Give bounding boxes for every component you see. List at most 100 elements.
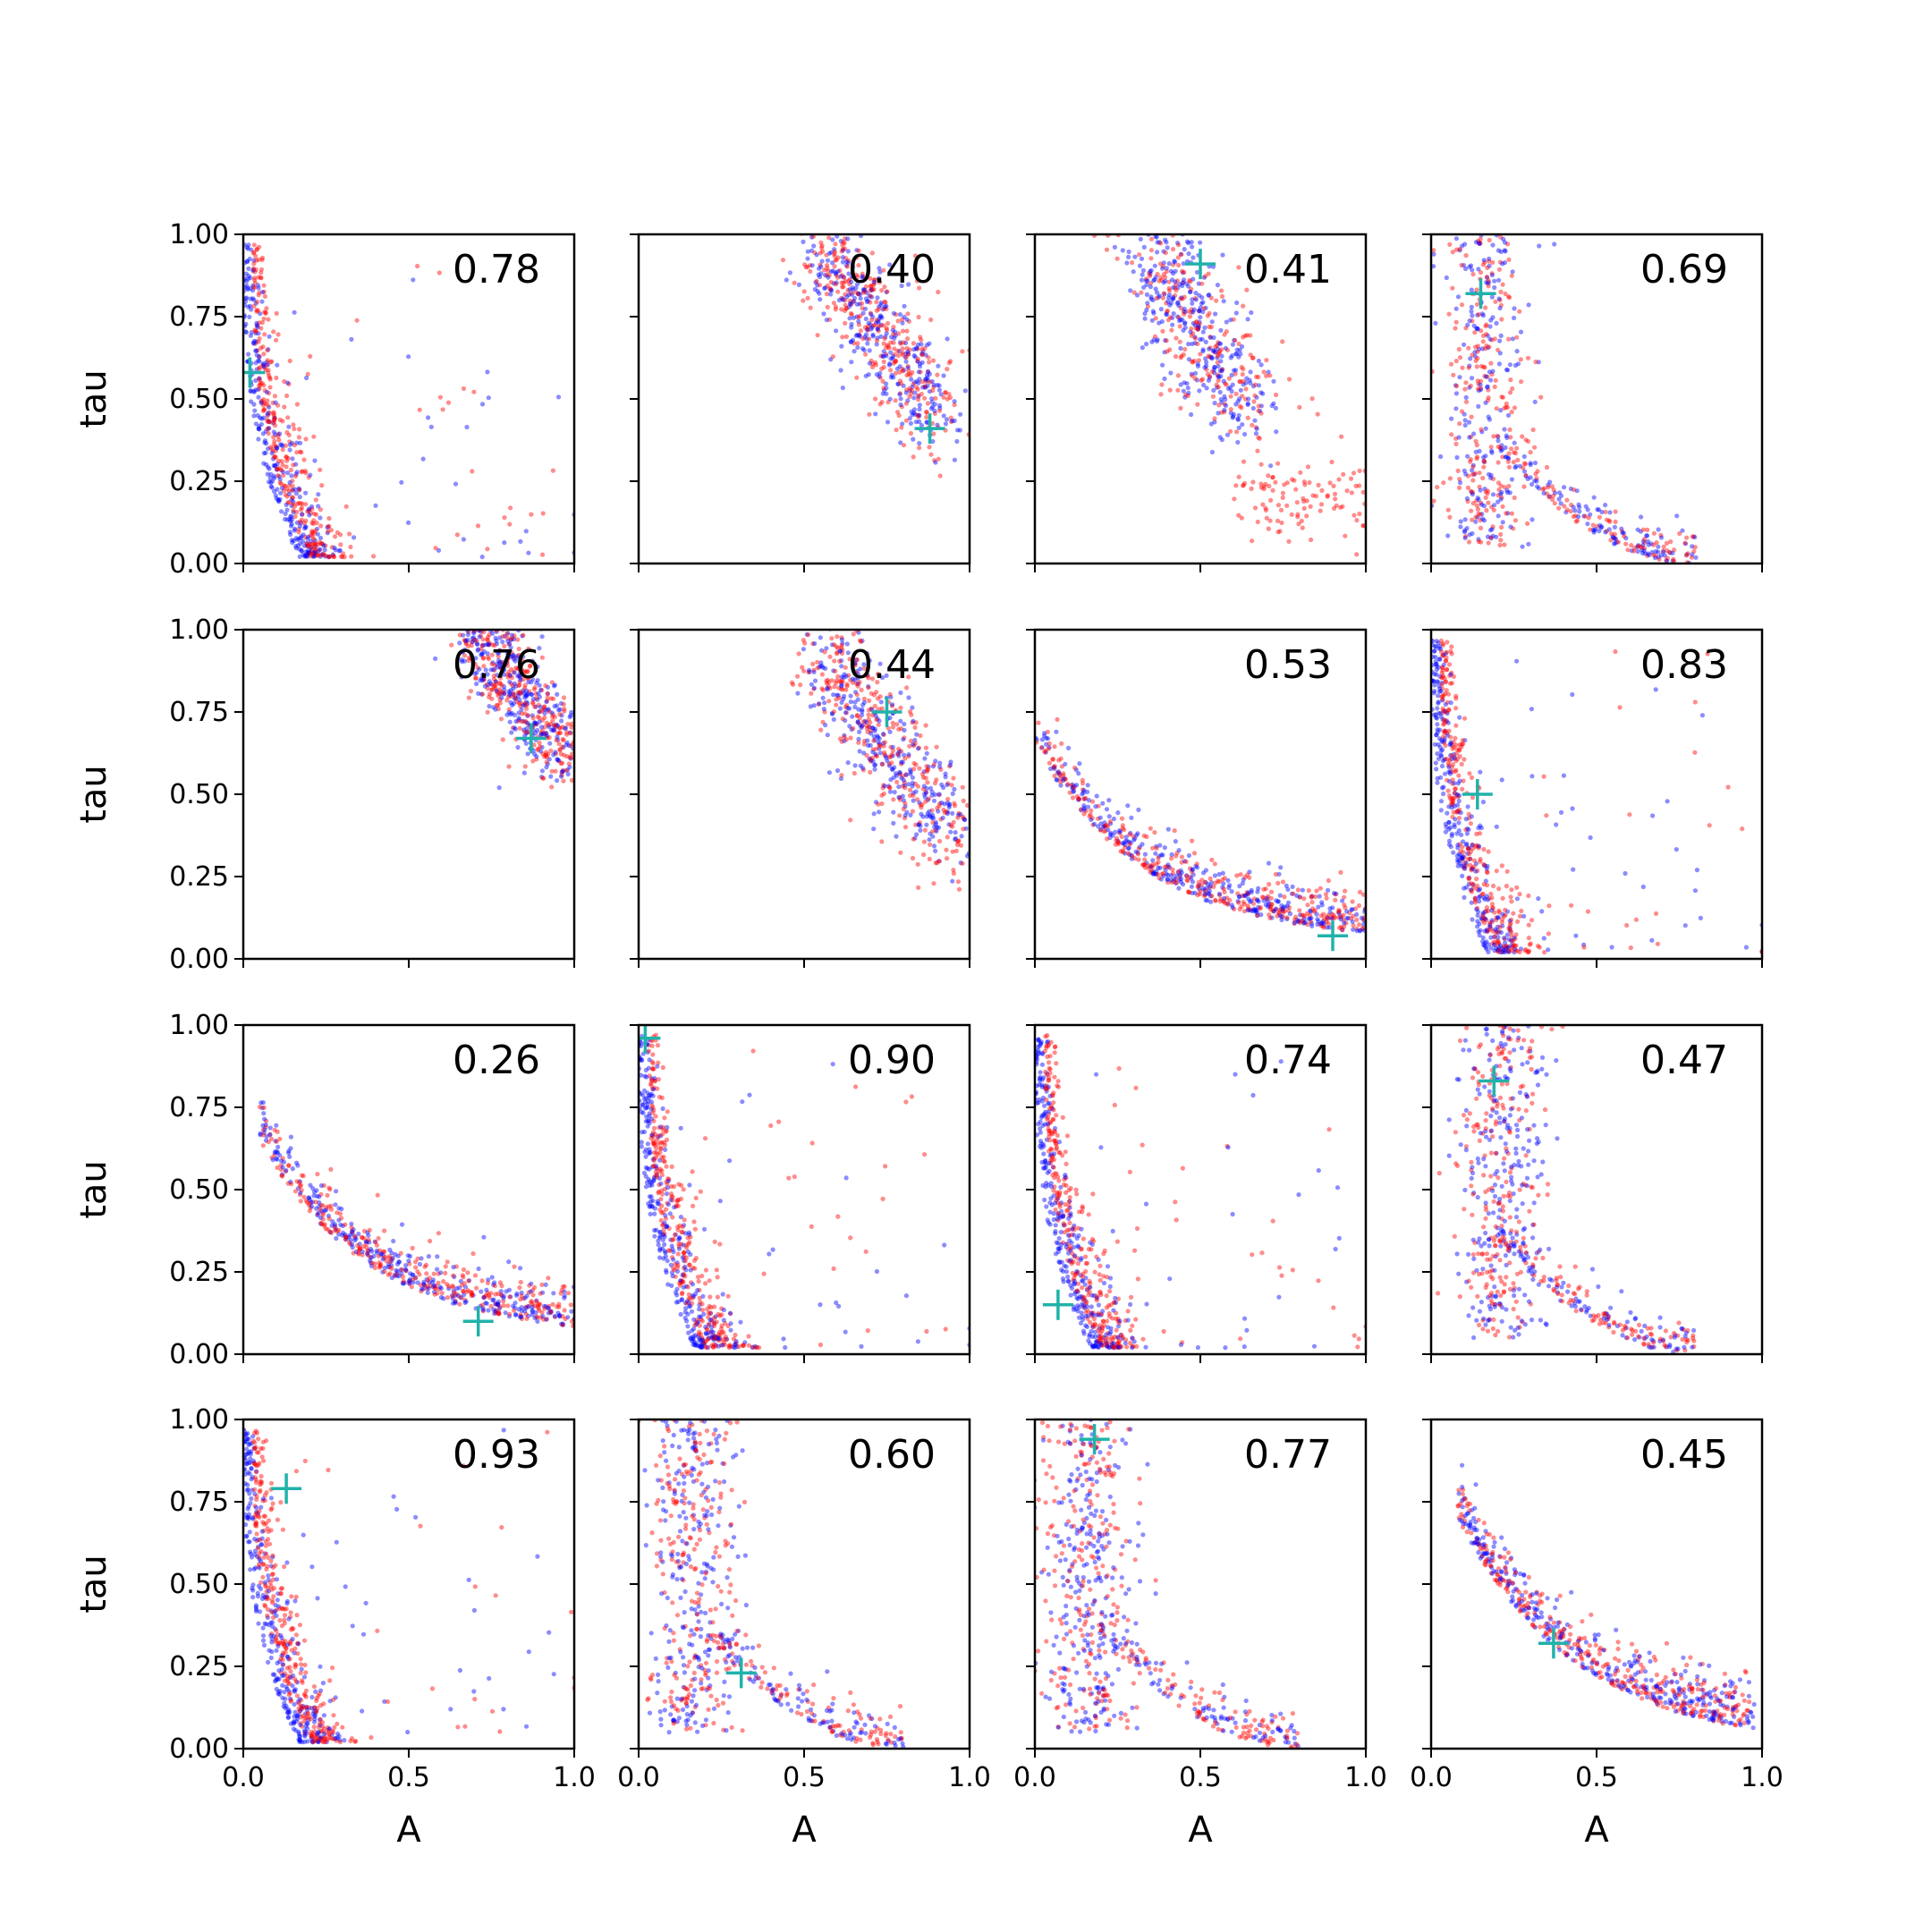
point-blue bbox=[513, 683, 519, 689]
point-red bbox=[304, 540, 309, 547]
point-red bbox=[517, 725, 522, 731]
point-blue bbox=[1507, 925, 1513, 931]
point-red bbox=[1190, 373, 1195, 378]
point-blue bbox=[870, 334, 876, 339]
point-red bbox=[1239, 903, 1244, 910]
point-blue bbox=[1228, 411, 1233, 416]
point-red bbox=[1117, 830, 1123, 836]
point-red bbox=[974, 757, 979, 761]
point-red bbox=[1167, 315, 1174, 320]
point-red bbox=[475, 665, 480, 671]
point-red bbox=[1459, 262, 1464, 268]
point-red bbox=[1495, 433, 1500, 438]
point-blue bbox=[902, 727, 907, 733]
point-blue bbox=[1107, 835, 1113, 841]
point-blue bbox=[1170, 296, 1175, 302]
point-red bbox=[1251, 896, 1258, 902]
point-blue bbox=[857, 334, 862, 339]
point-red bbox=[1494, 915, 1499, 920]
point-red bbox=[1241, 378, 1246, 384]
point-blue bbox=[847, 316, 852, 321]
point-blue bbox=[276, 474, 282, 479]
point-blue bbox=[303, 490, 309, 496]
point-red bbox=[1227, 428, 1233, 434]
point-blue bbox=[1541, 490, 1546, 496]
point-red bbox=[1671, 556, 1676, 562]
point-blue bbox=[459, 674, 464, 680]
point-blue bbox=[1440, 698, 1445, 703]
point-red bbox=[1486, 540, 1491, 546]
point-blue bbox=[952, 418, 957, 423]
point-blue bbox=[1670, 550, 1675, 555]
point-blue bbox=[1263, 902, 1268, 908]
point-red bbox=[1268, 889, 1275, 894]
point-blue bbox=[912, 354, 918, 360]
point-red bbox=[475, 523, 481, 529]
point-blue bbox=[1485, 281, 1490, 286]
point-red bbox=[1216, 350, 1222, 356]
point-red bbox=[307, 507, 312, 513]
point-red bbox=[1509, 945, 1515, 951]
point-blue bbox=[829, 710, 835, 716]
point-red bbox=[895, 751, 901, 757]
point-red bbox=[1453, 786, 1458, 792]
point-red bbox=[918, 802, 923, 808]
point-blue bbox=[1320, 919, 1326, 924]
point-blue bbox=[941, 373, 946, 378]
point-red bbox=[915, 784, 920, 789]
point-red bbox=[1343, 905, 1348, 911]
point-blue bbox=[1140, 272, 1145, 277]
point-blue bbox=[592, 750, 597, 754]
point-red bbox=[1497, 946, 1503, 952]
point-blue bbox=[1276, 871, 1282, 877]
point-blue bbox=[1662, 553, 1667, 558]
point-blue bbox=[1200, 309, 1206, 315]
point-blue bbox=[1431, 251, 1436, 257]
point-blue bbox=[831, 716, 836, 723]
point-red bbox=[1522, 948, 1528, 953]
point-red bbox=[540, 751, 546, 757]
point-red bbox=[1250, 901, 1257, 906]
point-red bbox=[861, 719, 867, 724]
point-blue bbox=[1454, 454, 1460, 461]
point-blue bbox=[1151, 871, 1157, 877]
point-red bbox=[491, 676, 497, 682]
point-red bbox=[273, 448, 278, 453]
point-red bbox=[869, 691, 874, 696]
point-red bbox=[1551, 487, 1556, 493]
point-blue bbox=[1202, 365, 1208, 370]
point-red bbox=[952, 803, 958, 809]
point-blue bbox=[1436, 693, 1441, 699]
point-red bbox=[1201, 894, 1207, 899]
point-blue bbox=[1530, 481, 1535, 487]
point-blue bbox=[522, 702, 528, 708]
point-red bbox=[841, 275, 846, 280]
point-red bbox=[275, 473, 281, 479]
point-red bbox=[529, 512, 534, 517]
point-red bbox=[267, 385, 273, 390]
point-red bbox=[258, 275, 264, 281]
point-red bbox=[877, 375, 883, 380]
point-red bbox=[1309, 537, 1314, 543]
point-red bbox=[566, 761, 572, 767]
point-blue bbox=[884, 755, 889, 760]
point-red bbox=[869, 358, 874, 363]
point-blue bbox=[1222, 407, 1227, 412]
point-red bbox=[525, 713, 531, 718]
point-red bbox=[509, 666, 514, 672]
point-blue bbox=[1652, 555, 1658, 561]
point-red bbox=[1244, 890, 1250, 895]
point-blue bbox=[1640, 547, 1645, 553]
point-red bbox=[261, 352, 267, 357]
point-blue bbox=[1212, 873, 1217, 878]
point-red bbox=[908, 792, 913, 799]
point-red bbox=[1174, 853, 1179, 859]
point-red bbox=[829, 636, 835, 641]
point-blue bbox=[1182, 325, 1188, 330]
point-blue bbox=[1629, 548, 1634, 554]
point-red bbox=[1183, 859, 1189, 865]
point-blue bbox=[1233, 402, 1239, 407]
point-blue bbox=[1547, 494, 1553, 499]
point-blue bbox=[1182, 394, 1188, 400]
